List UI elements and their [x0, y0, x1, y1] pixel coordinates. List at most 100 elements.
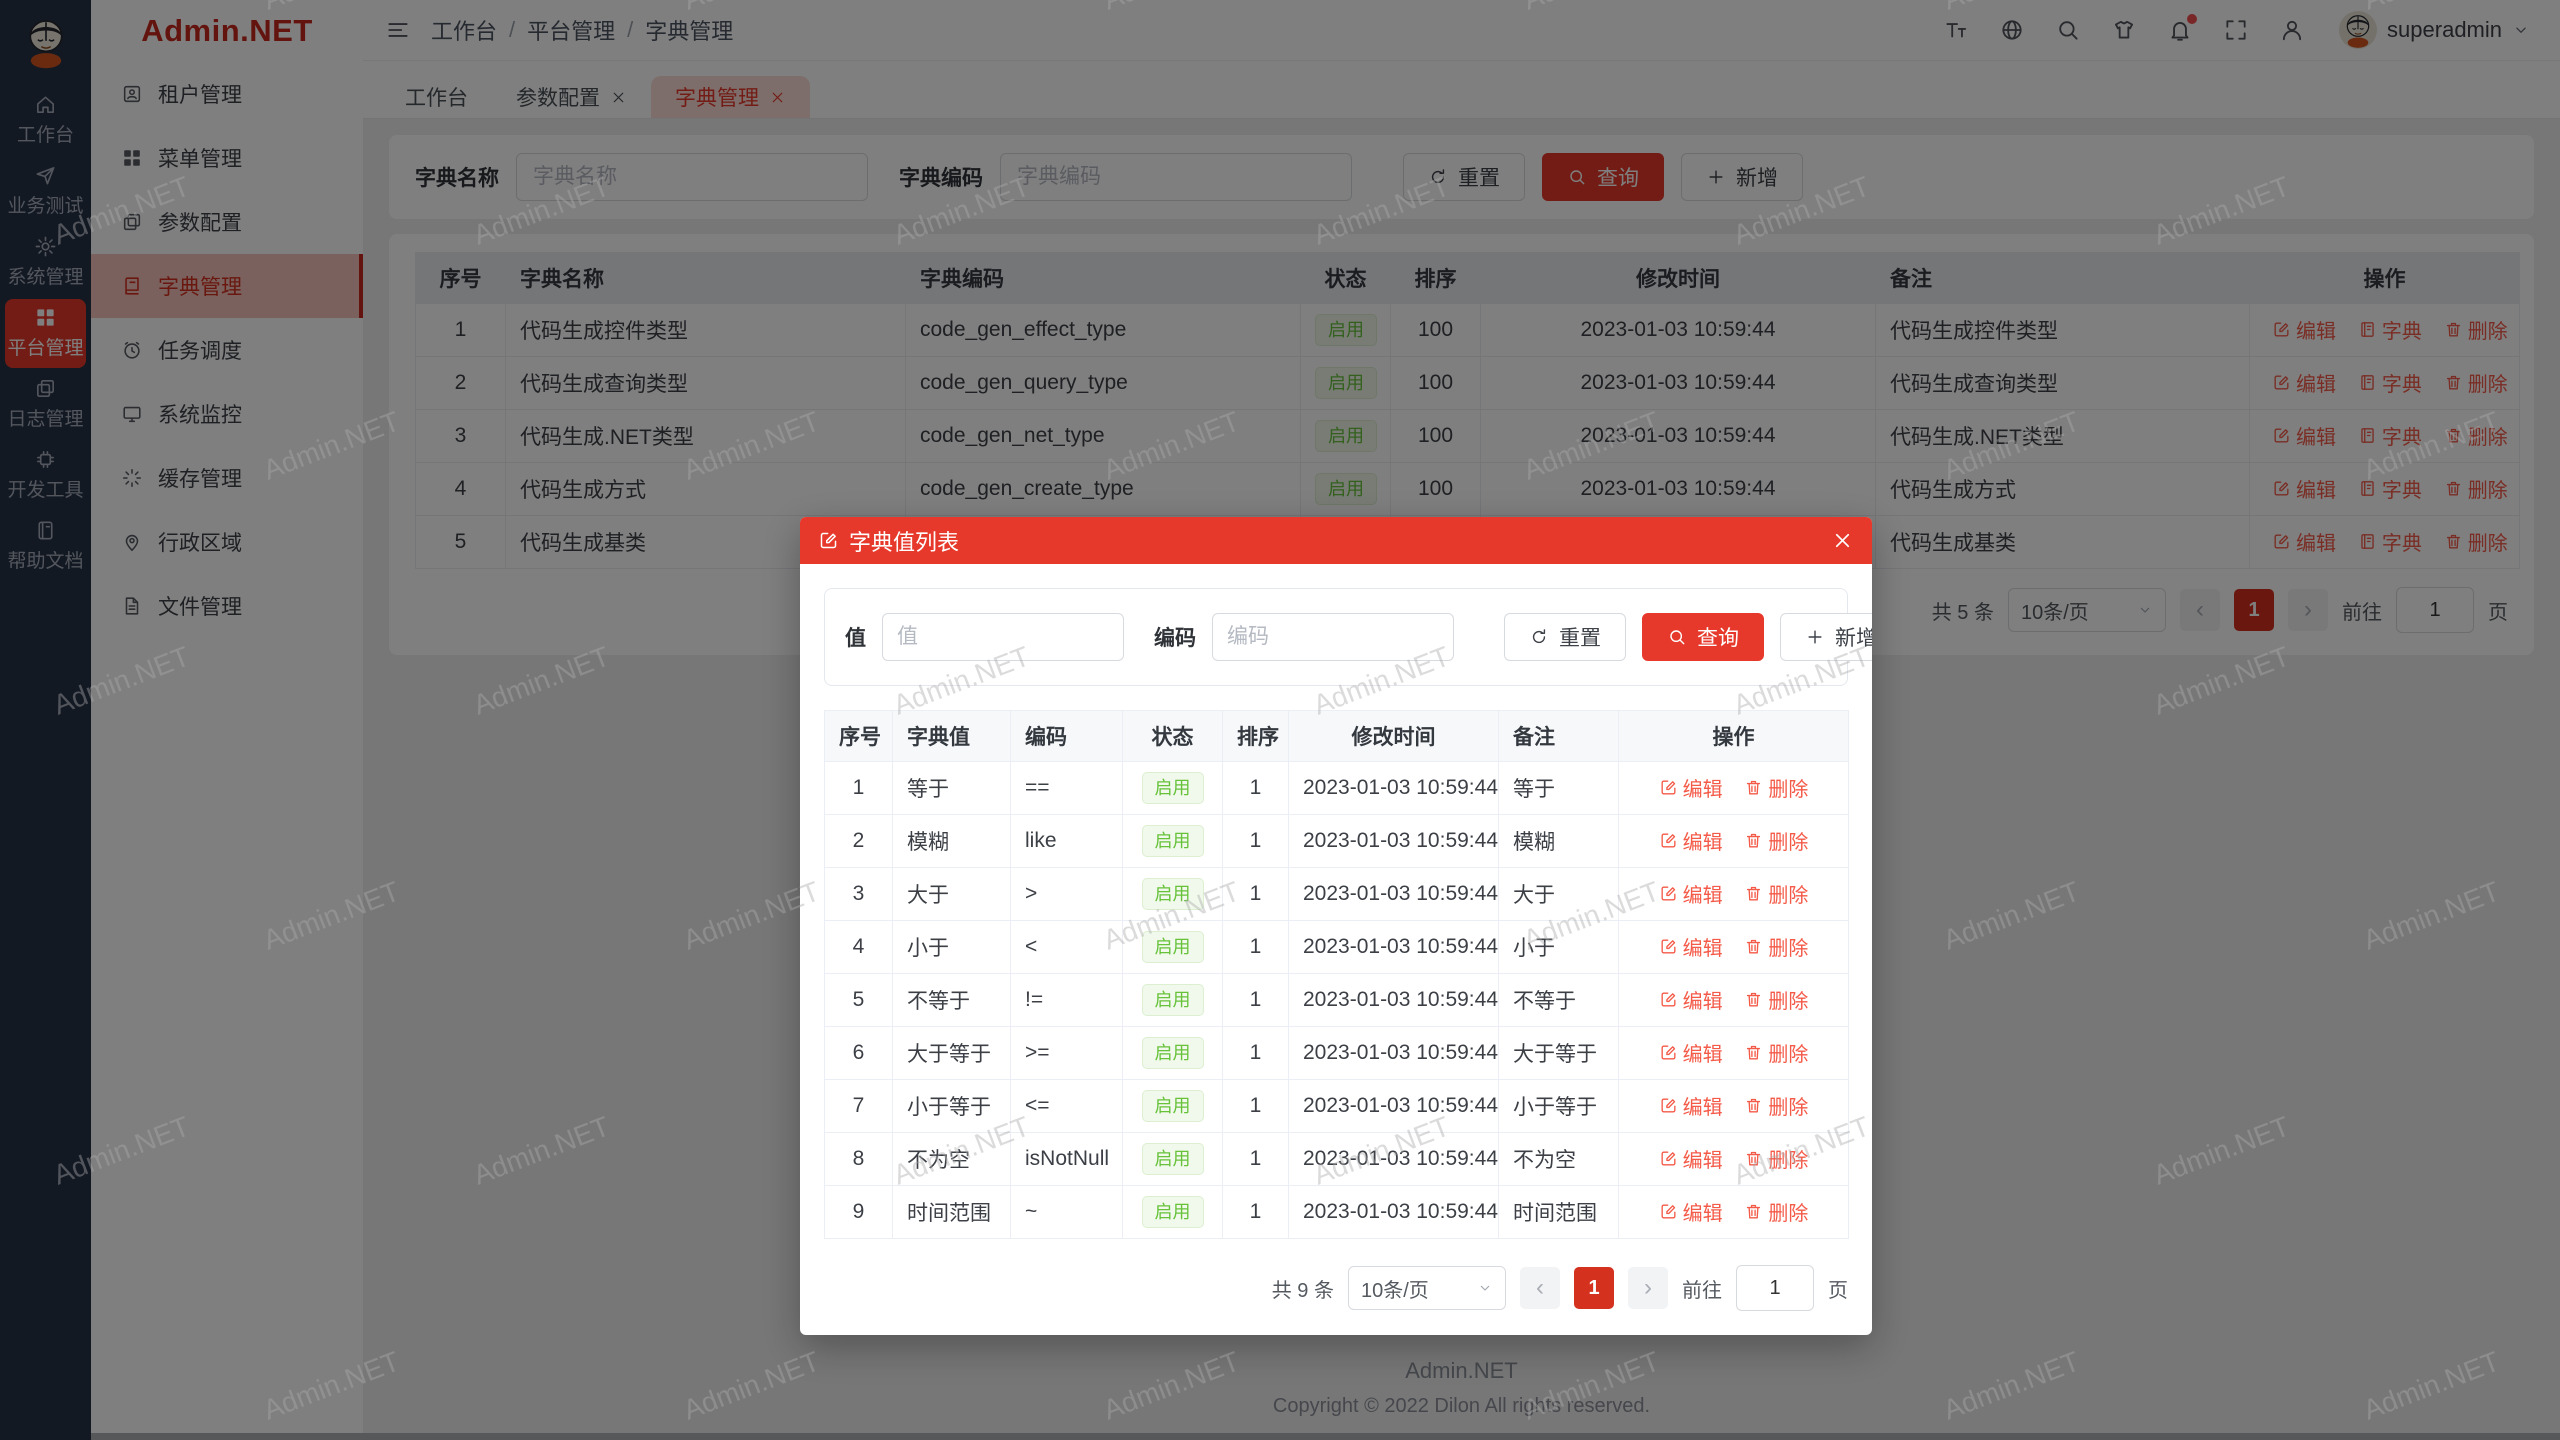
- table-row: 1 等于 == 启用 1 2023-01-03 10:59:44 等于 编辑 删…: [824, 761, 1849, 815]
- edit-button[interactable]: 编辑: [1659, 985, 1723, 1014]
- cell-actions: 编辑 删除: [1618, 814, 1849, 868]
- delete-button[interactable]: 删除: [1744, 932, 1808, 961]
- edit-button[interactable]: 编辑: [1659, 1038, 1723, 1067]
- next-page-button[interactable]: [1628, 1267, 1668, 1309]
- cell-remark: 大于等于: [1498, 1026, 1619, 1080]
- cell-code: isNotNull: [1010, 1132, 1123, 1186]
- cell-time: 2023-01-03 10:59:44: [1288, 867, 1499, 921]
- delete-button[interactable]: 删除: [1744, 826, 1808, 855]
- value-input[interactable]: [882, 613, 1124, 661]
- cell-status: 启用: [1122, 814, 1223, 868]
- cell-actions: 编辑 删除: [1618, 920, 1849, 974]
- goto-label: 前往: [1682, 1279, 1722, 1302]
- delete-button[interactable]: 删除: [1744, 1091, 1808, 1120]
- cell-value: 不等于: [892, 973, 1011, 1027]
- cell-time: 2023-01-03 10:59:44: [1288, 1132, 1499, 1186]
- cell-sort: 1: [1222, 1185, 1289, 1239]
- edit-button[interactable]: 编辑: [1659, 1144, 1723, 1173]
- cell-remark: 不等于: [1498, 973, 1619, 1027]
- cell-index: 7: [824, 1079, 893, 1133]
- table-row: 4 小于 < 启用 1 2023-01-03 10:59:44 小于 编辑 删除: [824, 920, 1849, 974]
- prev-page-button[interactable]: [1520, 1267, 1560, 1309]
- cell-remark: 时间范围: [1498, 1185, 1619, 1239]
- cell-time: 2023-01-03 10:59:44: [1288, 814, 1499, 868]
- cell-remark: 大于: [1498, 867, 1619, 921]
- cell-sort: 1: [1222, 1026, 1289, 1080]
- cell-value: 小于等于: [892, 1079, 1011, 1133]
- status-badge: 启用: [1141, 931, 1204, 963]
- cell-actions: 编辑 删除: [1618, 1185, 1849, 1239]
- cell-index: 3: [824, 867, 893, 921]
- column-header: 字典值: [892, 710, 1011, 762]
- edit-button[interactable]: 编辑: [1659, 773, 1723, 802]
- table-row: 8 不为空 isNotNull 启用 1 2023-01-03 10:59:44…: [824, 1132, 1849, 1186]
- cell-actions: 编辑 删除: [1618, 973, 1849, 1027]
- cell-actions: 编辑 删除: [1618, 1079, 1849, 1133]
- cell-value: 小于: [892, 920, 1011, 974]
- cell-value: 等于: [892, 761, 1011, 815]
- goto-page-input[interactable]: [1736, 1265, 1814, 1311]
- current-page[interactable]: 1: [1574, 1267, 1614, 1309]
- edit-button[interactable]: 编辑: [1659, 879, 1723, 908]
- column-header: 序号: [824, 710, 893, 762]
- code-input[interactable]: [1212, 613, 1454, 661]
- modal-filter-bar: 值 编码 重置 查询 新增: [824, 588, 1872, 686]
- cell-time: 2023-01-03 10:59:44: [1288, 1079, 1499, 1133]
- cell-index: 6: [824, 1026, 893, 1080]
- table-row: 5 不等于 != 启用 1 2023-01-03 10:59:44 不等于 编辑…: [824, 973, 1849, 1027]
- cell-index: 8: [824, 1132, 893, 1186]
- close-icon[interactable]: [1831, 529, 1854, 552]
- modal-search-button[interactable]: 查询: [1642, 613, 1764, 661]
- cell-value: 模糊: [892, 814, 1011, 868]
- edit-icon: [818, 530, 839, 551]
- cell-status: 启用: [1122, 761, 1223, 815]
- cell-code: >=: [1010, 1026, 1123, 1080]
- code-label: 编码: [1154, 627, 1196, 650]
- cell-value: 大于等于: [892, 1026, 1011, 1080]
- cell-code: like: [1010, 814, 1123, 868]
- edit-button[interactable]: 编辑: [1659, 1091, 1723, 1120]
- delete-button[interactable]: 删除: [1744, 879, 1808, 908]
- status-badge: 启用: [1141, 1143, 1204, 1175]
- status-badge: 启用: [1141, 1196, 1204, 1228]
- modal-header: 字典值列表: [800, 517, 1872, 564]
- cell-actions: 编辑 删除: [1618, 761, 1849, 815]
- modal-title: 字典值列表: [849, 529, 960, 555]
- cell-index: 5: [824, 973, 893, 1027]
- cell-time: 2023-01-03 10:59:44: [1288, 920, 1499, 974]
- modal-add-button[interactable]: 新增: [1780, 613, 1872, 661]
- status-badge: 启用: [1141, 825, 1204, 857]
- column-header: 修改时间: [1288, 710, 1499, 762]
- cell-remark: 小于等于: [1498, 1079, 1619, 1133]
- cell-code: >: [1010, 867, 1123, 921]
- status-badge: 启用: [1141, 1037, 1204, 1069]
- delete-button[interactable]: 删除: [1744, 985, 1808, 1014]
- cell-status: 启用: [1122, 1185, 1223, 1239]
- page-size-select[interactable]: 10条/页: [1348, 1266, 1506, 1310]
- dict-value-modal: 字典值列表 值 编码 重置 查询 新增 序号字典值编码状态排序修改时间备注操作 …: [800, 517, 1872, 1335]
- delete-button[interactable]: 删除: [1744, 1197, 1808, 1226]
- delete-button[interactable]: 删除: [1744, 1144, 1808, 1173]
- edit-button[interactable]: 编辑: [1659, 932, 1723, 961]
- delete-button[interactable]: 删除: [1744, 1038, 1808, 1067]
- column-header: 编码: [1010, 710, 1123, 762]
- status-badge: 启用: [1141, 878, 1204, 910]
- cell-status: 启用: [1122, 1026, 1223, 1080]
- column-header: 操作: [1618, 710, 1849, 762]
- table-row: 7 小于等于 <= 启用 1 2023-01-03 10:59:44 小于等于 …: [824, 1079, 1849, 1133]
- cell-index: 4: [824, 920, 893, 974]
- modal-reset-button[interactable]: 重置: [1504, 613, 1626, 661]
- cell-code: ==: [1010, 761, 1123, 815]
- edit-button[interactable]: 编辑: [1659, 826, 1723, 855]
- cell-sort: 1: [1222, 761, 1289, 815]
- delete-button[interactable]: 删除: [1744, 773, 1808, 802]
- edit-button[interactable]: 编辑: [1659, 1197, 1723, 1226]
- status-badge: 启用: [1141, 984, 1204, 1016]
- cell-index: 9: [824, 1185, 893, 1239]
- cell-remark: 不为空: [1498, 1132, 1619, 1186]
- cell-status: 启用: [1122, 973, 1223, 1027]
- page-label: 页: [1828, 1279, 1848, 1302]
- column-header: 备注: [1498, 710, 1619, 762]
- table-header-row: 序号 字典值 编码 状态 排序 修改时间 备注 操作: [824, 710, 1849, 762]
